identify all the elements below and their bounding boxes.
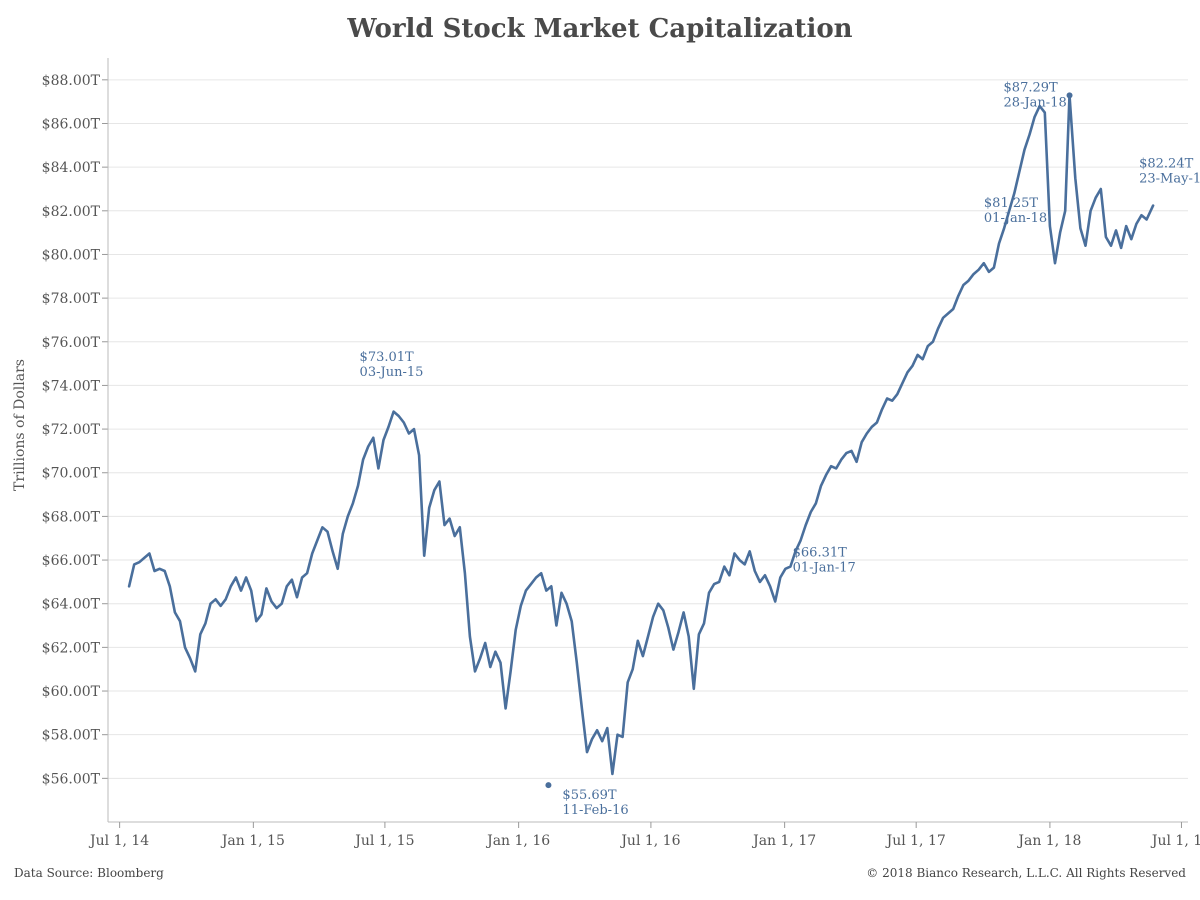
- x-tick-label: Jul 1, 18: [1150, 833, 1200, 849]
- y-tick-label: $76.00T: [42, 335, 101, 351]
- annotation-date: 28-Jan-18: [1004, 95, 1067, 110]
- y-tick-label: $84.00T: [42, 160, 101, 176]
- annotation-value: $73.01T: [360, 350, 414, 365]
- y-tick-label: $70.00T: [42, 466, 101, 482]
- copyright-note: © 2018 Bianco Research, L.L.C. All Right…: [866, 866, 1186, 880]
- annotation-date: 23-May-18: [1139, 172, 1200, 187]
- y-tick-label: $72.00T: [42, 422, 101, 438]
- y-tick-label: $68.00T: [42, 509, 101, 525]
- x-tick-label: Jul 1, 14: [88, 833, 149, 849]
- annotation-marker: [1066, 92, 1073, 99]
- annotation-date: 01-Jan-17: [793, 560, 856, 575]
- x-tick-label: Jul 1, 15: [353, 833, 414, 849]
- y-tick-label: $56.00T: [42, 771, 101, 787]
- y-tick-label: $74.00T: [42, 378, 101, 394]
- annotation-marker: [545, 782, 552, 789]
- y-tick-label: $58.00T: [42, 728, 101, 744]
- annotation-date: 03-Jun-15: [360, 365, 424, 380]
- x-tick-label: Jan 1, 18: [1016, 833, 1081, 849]
- annotation-date: 11-Feb-16: [562, 803, 628, 818]
- annotation-value: $81.25T: [984, 196, 1038, 211]
- x-tick-label: Jan 1, 15: [220, 833, 285, 849]
- data-source-note: Data Source: Bloomberg: [14, 866, 164, 880]
- y-tick-label: $86.00T: [42, 116, 101, 132]
- annotation-value: $55.69T: [562, 788, 616, 803]
- y-tick-label: $80.00T: [42, 247, 101, 263]
- chart-title: World Stock Market Capitalization: [347, 14, 853, 44]
- y-tick-label: $60.00T: [42, 684, 101, 700]
- y-tick-label: $66.00T: [42, 553, 101, 569]
- y-tick-label: $88.00T: [42, 73, 101, 89]
- series-line: [127, 93, 1155, 776]
- x-tick-label: Jan 1, 17: [751, 833, 816, 849]
- annotation-date: 01-Jan-18: [984, 211, 1047, 226]
- y-tick-label: $62.00T: [42, 640, 101, 656]
- y-tick-label: $64.00T: [42, 597, 101, 613]
- annotation-value: $82.24T: [1139, 157, 1193, 172]
- annotation-value: $66.31T: [793, 545, 847, 560]
- y-tick-label: $82.00T: [42, 204, 101, 220]
- x-tick-label: Jul 1, 17: [885, 833, 946, 849]
- x-tick-label: Jul 1, 16: [619, 833, 680, 849]
- x-tick-label: Jan 1, 16: [485, 833, 550, 849]
- annotation-value: $87.29T: [1004, 80, 1058, 95]
- y-tick-label: $78.00T: [42, 291, 101, 307]
